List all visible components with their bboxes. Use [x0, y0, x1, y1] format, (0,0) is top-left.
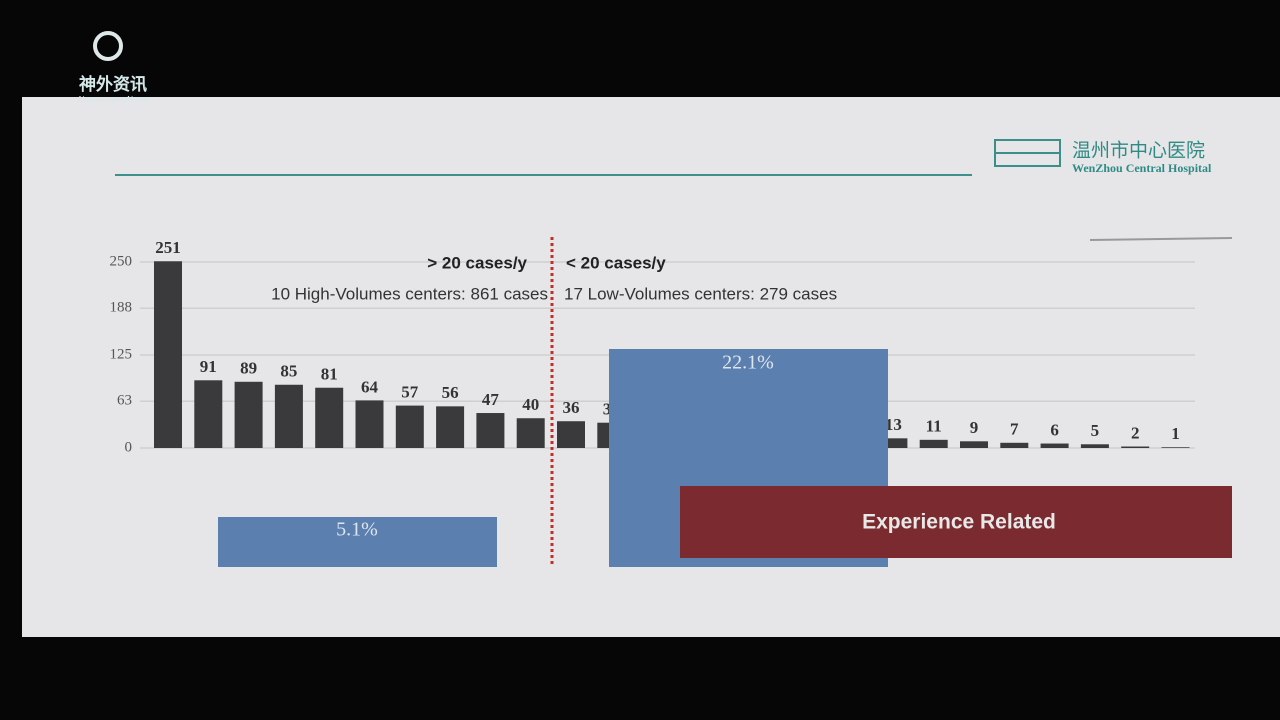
bar — [315, 387, 344, 448]
group-note: 10 High-Volumes centers: 861 cases — [271, 284, 548, 303]
callout-box — [218, 517, 497, 567]
value-label: 40 — [522, 395, 539, 414]
plot: 0631251882502519189858164575647403634131… — [110, 238, 1195, 455]
highlight-text: Experience Related — [862, 511, 1056, 534]
group-label: > 20 cases/y — [427, 253, 527, 272]
bar — [1121, 446, 1150, 448]
value-label: 36 — [563, 398, 580, 417]
bar — [234, 381, 263, 448]
bar — [879, 438, 908, 448]
bar — [1000, 442, 1029, 448]
value-label: 91 — [200, 357, 217, 376]
value-label: 5 — [1091, 421, 1100, 440]
callout-text: 5.1% — [336, 519, 378, 541]
value-label: 85 — [280, 362, 297, 381]
watermark-chinese: 神外资讯 — [79, 74, 147, 95]
bar — [1161, 447, 1190, 448]
value-label: 56 — [442, 383, 459, 402]
y-tick-label: 125 — [110, 346, 133, 362]
value-label: 9 — [970, 418, 979, 437]
value-label: 47 — [482, 390, 500, 409]
bar — [1080, 444, 1109, 448]
bar — [194, 380, 223, 448]
highlight-box — [680, 486, 1232, 558]
y-tick-label: 0 — [125, 439, 133, 455]
watermark-icon — [93, 31, 123, 61]
bar — [919, 439, 948, 448]
group-note: 17 Low-Volumes centers: 279 cases — [564, 284, 837, 303]
y-tick-label: 63 — [117, 393, 132, 409]
group-label: < 20 cases/y — [566, 253, 666, 272]
logo-english: WenZhou Central Hospital — [1072, 161, 1212, 175]
logo-chinese: 温州市中心医院 — [1072, 140, 1205, 162]
value-label: 1 — [1171, 424, 1180, 443]
y-tick-label: 250 — [110, 253, 133, 269]
bar — [557, 421, 585, 448]
bar — [154, 261, 182, 448]
value-label: 13 — [885, 415, 902, 434]
decor-line — [1089, 237, 1233, 241]
value-label: 2 — [1131, 423, 1140, 442]
hospital-logo: 温州市中心医院 WenZhou Central Hospital — [994, 139, 1212, 175]
value-label: 6 — [1050, 420, 1059, 439]
bar — [395, 405, 424, 448]
bar — [274, 384, 303, 448]
value-label: 7 — [1010, 420, 1019, 439]
watermark-english: NeurosurgeryNews — [79, 95, 147, 104]
bar — [355, 400, 384, 448]
bar — [476, 413, 505, 448]
value-label: 64 — [361, 377, 379, 396]
value-label: 89 — [240, 359, 257, 378]
callout-text: 22.1% — [722, 352, 774, 374]
bar — [1040, 443, 1069, 448]
bar — [960, 441, 988, 448]
y-tick-label: 188 — [110, 300, 133, 316]
bar — [436, 406, 465, 448]
value-label: 57 — [401, 382, 419, 401]
value-label: 251 — [155, 238, 181, 257]
watermark: 神外资讯 NeurosurgeryNews — [79, 31, 147, 104]
bar — [516, 418, 545, 448]
value-label: 81 — [321, 365, 338, 384]
value-label: 11 — [926, 417, 942, 436]
